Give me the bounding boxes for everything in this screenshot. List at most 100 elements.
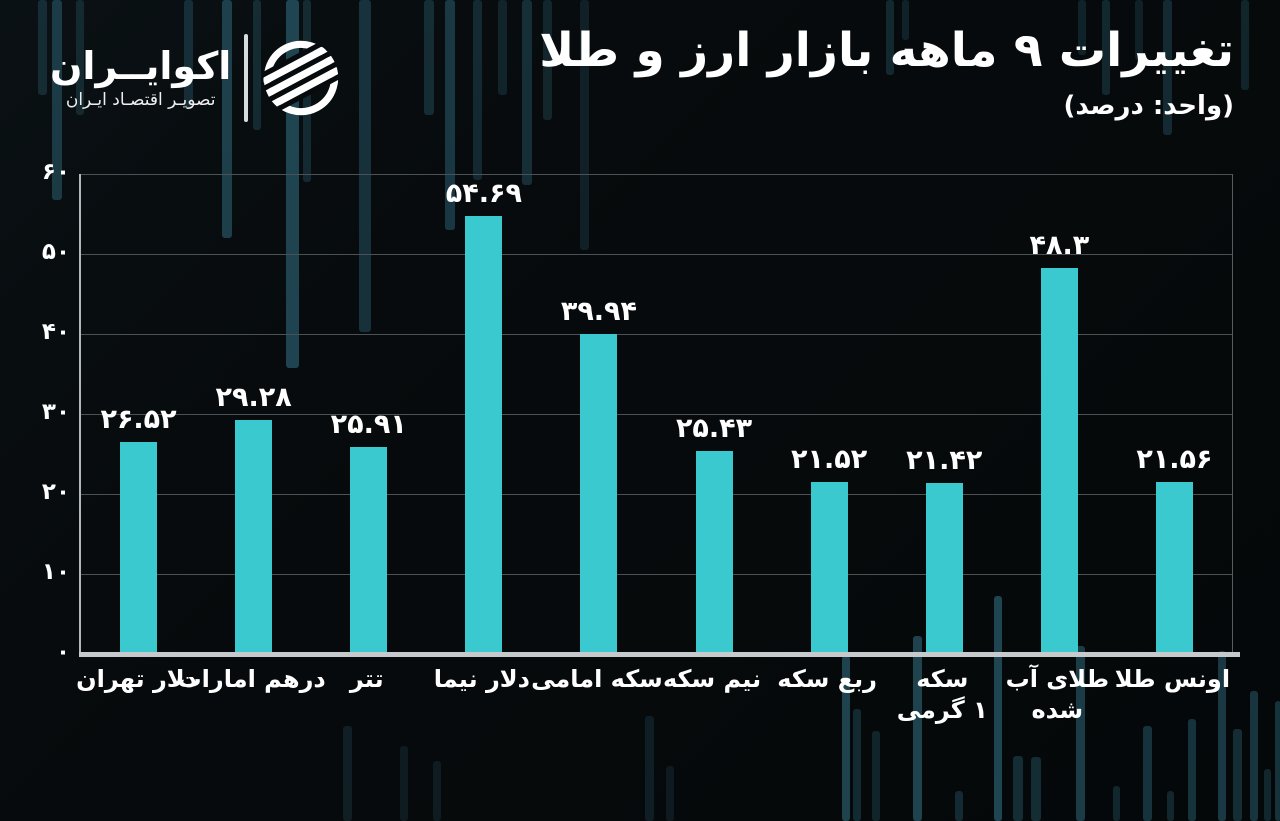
watermark-bar [543, 0, 552, 120]
watermark-bar [1233, 729, 1242, 821]
bar-value-label: ۲۱.۴۲ [906, 444, 983, 476]
x-axis-label: ربع سکه [752, 664, 902, 695]
x-axis-label: تتر [292, 664, 442, 695]
watermark-bar [1135, 0, 1143, 60]
watermark-bar [76, 0, 84, 115]
bar-5 [580, 334, 618, 654]
watermark-bar [400, 746, 408, 821]
watermark-bar [1113, 786, 1120, 821]
logo-tagline: تصویـر اقتصـاد ایـران [65, 90, 216, 111]
watermark-bar [184, 0, 193, 108]
watermark-bar [1250, 691, 1258, 821]
watermark-bar [1143, 726, 1152, 821]
x-axis-label: سکه ۱ گرمی [867, 664, 1017, 726]
chart-title: تغییرات ۹ ماهه بازار ارز و طلا [539, 23, 1234, 78]
watermark-bar [994, 596, 1002, 821]
watermark-bar [886, 0, 894, 75]
watermark-bar [359, 0, 371, 332]
watermark-bar [1078, 0, 1086, 55]
x-axis-label-line: سکه امامی [531, 665, 663, 693]
gridline [81, 174, 1232, 175]
x-axis-label-line: دلار نیما [433, 665, 530, 693]
gridline [81, 414, 1232, 415]
watermark-bar [1167, 791, 1174, 821]
y-tick-label: ۲۰ [41, 479, 70, 505]
x-axis-label: سکه امامی [522, 664, 672, 695]
x-axis-label: درهم امارات [177, 664, 327, 695]
logo-name: اکوایــران [50, 43, 232, 88]
x-axis-label: طلای آب شده [982, 664, 1132, 726]
bar-3 [350, 446, 388, 654]
chart-header: تغییرات ۹ ماهه بازار ارز و طلا (واحد: در… [539, 23, 1235, 122]
logo-text-block: اکوایــران تصویـر اقتصـاد ایـران [50, 43, 232, 111]
ecoiran-logo-icon [261, 38, 342, 118]
watermark-bar [902, 0, 909, 40]
x-axis-label-line: تتر [349, 665, 384, 693]
watermark-bar [253, 0, 261, 130]
watermark-bar [955, 791, 963, 821]
watermark-bar [498, 0, 507, 95]
gridline [81, 254, 1232, 255]
watermark-bar [666, 766, 674, 821]
bar-7 [810, 481, 848, 654]
bar-9 [1040, 267, 1078, 654]
logo-separator [244, 34, 249, 122]
watermark-bar [222, 0, 232, 238]
watermark-bar [1102, 0, 1110, 95]
watermark-bar [1163, 0, 1172, 135]
x-axis-label-line: ربع سکه [777, 665, 877, 693]
plot-area: ۲۶.۵۲ ۲۹.۲۸ ۲۵.۹۱ ۵۴.۶۹ ۳۹.۹۴ ۲۵.۴۳ ۲۱.۵۲ ۲۱.۴۲… [79, 174, 1240, 657]
bar-4 [465, 216, 503, 654]
x-axis-label: دلار تهران [62, 664, 212, 695]
watermark-bar [1218, 651, 1226, 821]
y-tick-label: ۶۰ [41, 159, 70, 185]
x-axis-line [79, 652, 1240, 657]
watermark-bar [52, 0, 62, 200]
x-axis-label-line: شده [1031, 696, 1084, 724]
watermark-bar [433, 761, 441, 821]
x-axis-label-line: دلار تهران [76, 665, 197, 693]
watermark-bar [913, 636, 922, 821]
y-tick-label: ۰ [55, 639, 70, 665]
y-tick-label: ۱۰ [41, 559, 70, 585]
watermark-bar [1275, 701, 1280, 821]
x-axis-label-line: طلای آب [1005, 665, 1110, 693]
watermark-bar [38, 0, 47, 95]
watermark-bar [445, 0, 455, 230]
gridline [81, 494, 1232, 495]
y-tick-label: ۳۰ [41, 399, 70, 425]
chart-unit-label: (واحد: درصد) [1063, 91, 1235, 122]
x-axis-label-line: اونس طلا [1114, 665, 1231, 693]
watermark-bar [1241, 0, 1249, 90]
bar-value-label: ۳۹.۹۴ [560, 296, 638, 328]
x-axis-label: نیم سکه [637, 664, 787, 695]
bar-value-label: ۵۴.۶۹ [445, 178, 522, 210]
watermark-bar [645, 716, 654, 821]
watermark-bar [853, 709, 861, 821]
watermark-bar [1188, 719, 1196, 821]
bar-10 [1155, 481, 1193, 654]
bar-value-label: ۲۱.۵۶ [1136, 443, 1213, 475]
x-axis-label-line: ۱ گرمی [896, 696, 988, 724]
watermark-bar [872, 731, 880, 821]
bar-value-label: ۲۶.۵۲ [100, 403, 177, 435]
gridline [81, 334, 1232, 335]
x-axis-label: اونس طلا [1097, 664, 1247, 695]
bar-value-label: ۲۵.۹۱ [330, 408, 407, 440]
x-axis-label-line: درهم امارات [177, 665, 326, 693]
y-tick-label: ۵۰ [41, 239, 70, 265]
ecoiran-logo: اکوایــران تصویـر اقتصـاد ایـران [50, 30, 342, 126]
bar-value-label: ۲۱.۵۲ [791, 443, 868, 475]
watermark-bar [522, 0, 532, 185]
bar-value-label: ۲۹.۲۸ [215, 381, 292, 413]
bar-value-label: ۲۵.۴۳ [675, 412, 753, 444]
watermark-bar [343, 726, 352, 821]
bar-value-label: ۴۸.۳ [1029, 229, 1090, 261]
watermark-bar [473, 0, 482, 180]
watermark-bar [1264, 769, 1271, 821]
watermark-bar [1076, 646, 1085, 821]
bar-6 [695, 450, 733, 654]
y-tick-label: ۴۰ [41, 319, 70, 345]
bar-8 [925, 482, 963, 654]
